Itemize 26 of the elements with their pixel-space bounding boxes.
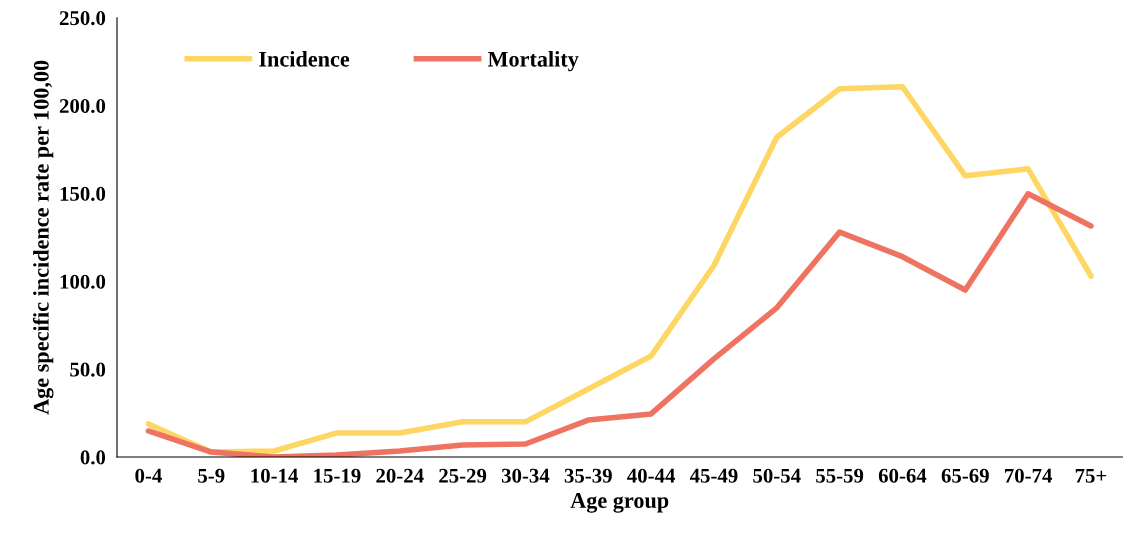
x-tick-label: 65-69 bbox=[941, 468, 989, 483]
legend-label: Incidence bbox=[259, 51, 350, 67]
x-axis-title: Age group bbox=[570, 493, 669, 513]
x-tick-label: 60-64 bbox=[878, 468, 927, 483]
x-tick-label: 0-4 bbox=[135, 468, 162, 483]
x-tick-label: 30-34 bbox=[501, 468, 550, 483]
x-tick-label: 20-24 bbox=[376, 468, 424, 483]
y-tick-label: 0.0 bbox=[80, 450, 106, 465]
x-tick-label: 50-54 bbox=[753, 468, 801, 483]
x-tick-label: 5-9 bbox=[198, 468, 225, 483]
y-tick-label: 250.0 bbox=[59, 11, 106, 26]
y-tick-label: 50.0 bbox=[70, 362, 106, 377]
x-tick-label: 70-74 bbox=[1005, 468, 1053, 483]
x-tick-label: 35-39 bbox=[564, 468, 612, 483]
y-axis-title: Age specific incidence rate per 100,00 bbox=[32, 60, 54, 415]
y-tick-label: 100.0 bbox=[60, 274, 106, 289]
legend-label: Mortality bbox=[487, 51, 579, 72]
y-tick-label: 200.0 bbox=[59, 98, 106, 114]
x-tick-label: 45-49 bbox=[689, 468, 738, 483]
x-tick-label: 75+ bbox=[1075, 468, 1107, 483]
x-tick-label: 40-44 bbox=[627, 468, 676, 483]
y-tick-label: 150.0 bbox=[60, 186, 106, 201]
x-tick-label: 10-14 bbox=[251, 468, 299, 483]
x-tick-label: 25-29 bbox=[439, 468, 487, 483]
x-tick-label: 55-59 bbox=[816, 468, 864, 483]
x-tick-label: 15-19 bbox=[314, 468, 361, 483]
